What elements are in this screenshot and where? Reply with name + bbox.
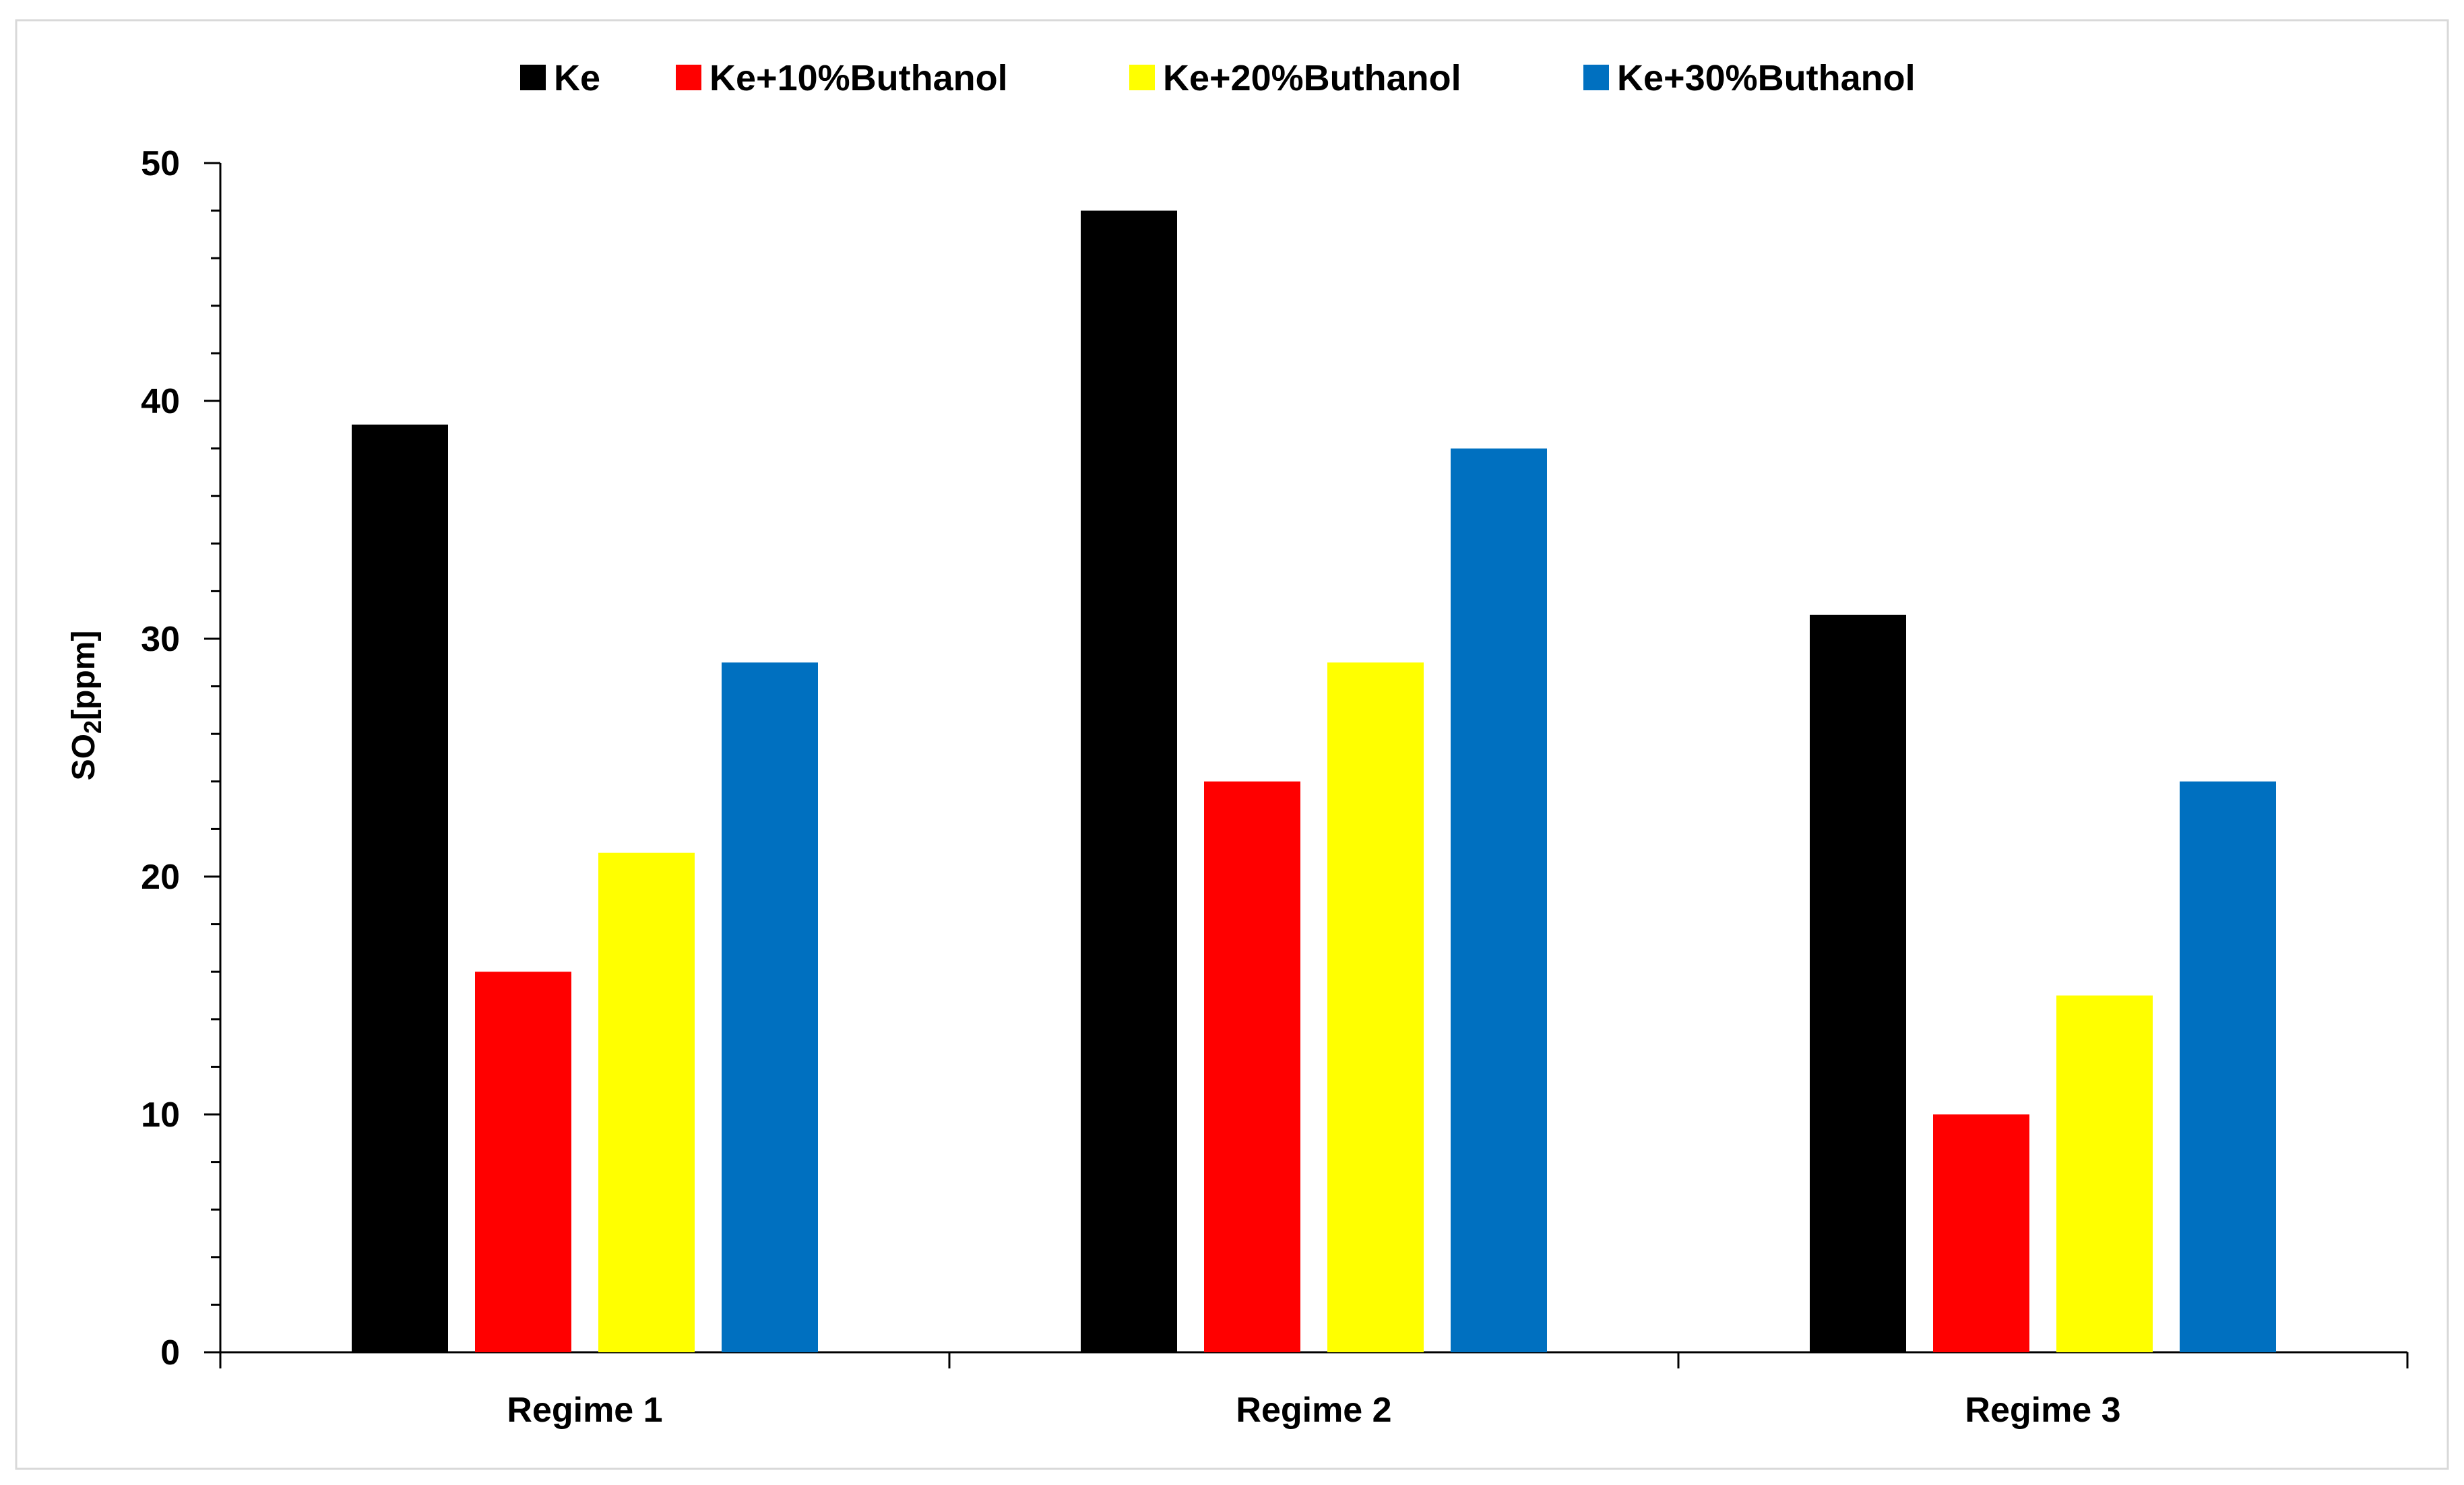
y-tick-label: 10	[141, 1096, 180, 1135]
y-tick-label: 30	[141, 620, 180, 659]
legend: Ke Ke+10%Buthanol Ke+20%Buthanol Ke+30%Buth…	[520, 58, 1916, 98]
x-tick-label: Regime 1	[507, 1391, 662, 1430]
bar	[2180, 781, 2276, 1352]
legend-label: Ke+30%Buthanol	[1617, 58, 1916, 98]
bar	[2056, 995, 2153, 1352]
bar	[1810, 614, 1906, 1353]
y-tick-label: 20	[141, 858, 180, 897]
legend-label: Ke+10%Buthanol	[709, 58, 1008, 98]
bar	[1204, 781, 1300, 1352]
legend-label: Ke+20%Buthanol	[1163, 58, 1461, 98]
legend-label: Ke	[554, 58, 600, 98]
bar	[1451, 448, 1547, 1352]
legend-swatch	[520, 65, 546, 90]
bars	[352, 210, 2276, 1353]
x-tick-label: Regime 3	[1965, 1391, 2120, 1430]
legend-swatch	[1129, 65, 1155, 90]
bar	[598, 852, 695, 1352]
y-axis-title-subscript: 2	[79, 720, 106, 734]
y-tick-label: 40	[141, 382, 180, 421]
bar	[722, 662, 818, 1352]
y-axis-title: SO2[ppm]	[66, 631, 106, 781]
bar	[1933, 1114, 2029, 1352]
bar	[352, 424, 448, 1352]
y-axis: 0 10 20 30 40 50	[141, 144, 222, 1372]
bar	[475, 972, 571, 1352]
bar	[1327, 662, 1424, 1352]
x-axis: Regime 1 Regime 2 Regime 3	[219, 1351, 2409, 1430]
y-tick-label: 0	[160, 1333, 180, 1372]
y-tick-label: 50	[141, 144, 180, 183]
bar	[1081, 210, 1177, 1353]
legend-swatch	[1583, 65, 1609, 90]
x-tick-label: Regime 2	[1236, 1391, 1391, 1430]
legend-swatch	[676, 65, 701, 90]
